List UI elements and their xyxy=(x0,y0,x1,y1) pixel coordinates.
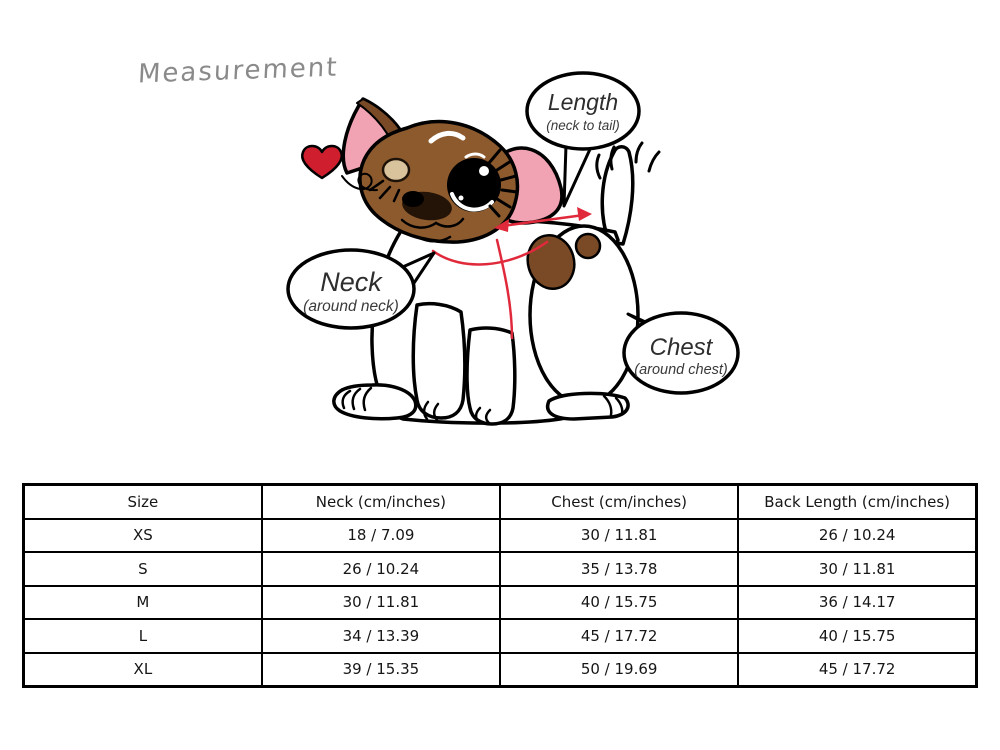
forward-paw xyxy=(332,383,418,421)
length-bubble xyxy=(525,71,641,151)
col-header-size: Size xyxy=(22,483,263,520)
nose xyxy=(402,191,424,207)
cell-neck: 30 / 11.81 xyxy=(260,584,502,620)
neck-bubble xyxy=(286,248,416,330)
chest-measure-line xyxy=(495,238,514,340)
cell-back-length: 40 / 15.75 xyxy=(737,618,978,654)
length-bubble-sublabel: (neck to tail) xyxy=(546,118,620,133)
forehead-streak xyxy=(428,131,466,144)
neck-bubble-label: Neck xyxy=(320,267,383,297)
heart-icon xyxy=(301,144,343,180)
cell-neck: 26 / 10.24 xyxy=(260,551,502,587)
table-row-s: S 26 / 10.24 35 / 13.78 30 / 11.81 xyxy=(22,551,978,587)
length-arrow-line xyxy=(500,213,586,228)
cell-back-length: 30 / 11.81 xyxy=(737,551,978,587)
eyelashes xyxy=(487,148,519,218)
col-header-back-length: Back Length (cm/inches) xyxy=(737,483,978,520)
table-row-xl: XL 39 / 15.35 50 / 19.69 45 / 17.72 xyxy=(22,651,978,688)
table-row-l: L 34 / 13.39 45 / 17.72 40 / 15.75 xyxy=(22,618,978,654)
cell-back-length: 45 / 17.72 xyxy=(737,651,978,688)
cell-neck: 18 / 7.09 xyxy=(260,517,502,553)
cell-chest: 30 / 11.81 xyxy=(498,517,740,553)
table-header-row: Size Neck (cm/inches) Chest (cm/inches) … xyxy=(22,483,978,520)
wink-eye xyxy=(381,157,411,183)
cell-chest: 40 / 15.75 xyxy=(498,584,740,620)
cell-back-length: 36 / 14.17 xyxy=(737,584,978,620)
length-arrowhead-left xyxy=(494,219,509,232)
haunch-spot-small xyxy=(574,232,602,260)
cell-chest: 50 / 19.69 xyxy=(498,651,740,688)
front-leg-left xyxy=(411,301,467,420)
tail-motion-lines xyxy=(595,141,661,180)
cell-size: M xyxy=(22,584,263,620)
col-header-chest: Chest (cm/inches) xyxy=(498,483,740,520)
dog-head-group xyxy=(341,97,564,244)
cell-neck: 34 / 13.39 xyxy=(260,618,502,654)
wink-eyelashes xyxy=(368,179,401,203)
col-header-neck: Neck (cm/inches) xyxy=(260,483,502,520)
cell-chest: 35 / 13.78 xyxy=(498,551,740,587)
chest-bubble xyxy=(622,311,740,395)
eye-highlight xyxy=(479,166,489,176)
dog-tail xyxy=(600,145,635,246)
front-paw-toes xyxy=(422,400,492,425)
neck-bubble-sublabel: (around neck) xyxy=(303,298,399,315)
length-arrowhead-right xyxy=(577,207,592,221)
length-callout-bubble: Length (neck to tail) xyxy=(525,71,641,208)
dog-measurement-illustration: Length (neck to tail) Neck (around neck)… xyxy=(286,71,740,426)
dog-head xyxy=(358,119,520,244)
eye-highlight-small xyxy=(458,195,464,201)
haunch-spot-large xyxy=(526,233,576,291)
table-row-m: M 30 / 11.81 40 / 15.75 36 / 14.17 xyxy=(22,584,978,620)
rear-paw-toes xyxy=(602,394,624,417)
cell-chest: 45 / 17.72 xyxy=(498,618,740,654)
eye-shine-crescent xyxy=(450,192,494,212)
front-leg-right xyxy=(465,326,517,426)
table-row-xs: XS 18 / 7.09 30 / 11.81 26 / 10.24 xyxy=(22,517,978,553)
length-bubble-tail xyxy=(562,143,593,208)
neck-collar-line xyxy=(431,240,549,266)
size-chart-table: Size Neck (cm/inches) Chest (cm/inches) … xyxy=(22,483,978,688)
chest-bubble-sublabel: (around chest) xyxy=(634,362,728,378)
forehead-streak-small xyxy=(464,152,486,159)
neck-callout-bubble: Neck (around neck) xyxy=(286,248,436,330)
mouth-lines xyxy=(400,217,465,243)
cell-neck: 39 / 15.35 xyxy=(260,651,502,688)
cell-size: L xyxy=(22,618,263,654)
cell-size: XS xyxy=(22,517,263,553)
length-bubble-label: Length xyxy=(548,89,618,115)
forward-paw-toes xyxy=(341,386,373,412)
cell-size: XL xyxy=(22,651,263,688)
chest-callout-bubble: Chest (around chest) xyxy=(622,311,740,395)
cell-size: S xyxy=(22,551,263,587)
heart-squiggle xyxy=(341,172,378,192)
chest-bubble-label: Chest xyxy=(650,334,714,361)
cell-back-length: 26 / 10.24 xyxy=(737,517,978,553)
measurement-marks xyxy=(431,207,592,340)
